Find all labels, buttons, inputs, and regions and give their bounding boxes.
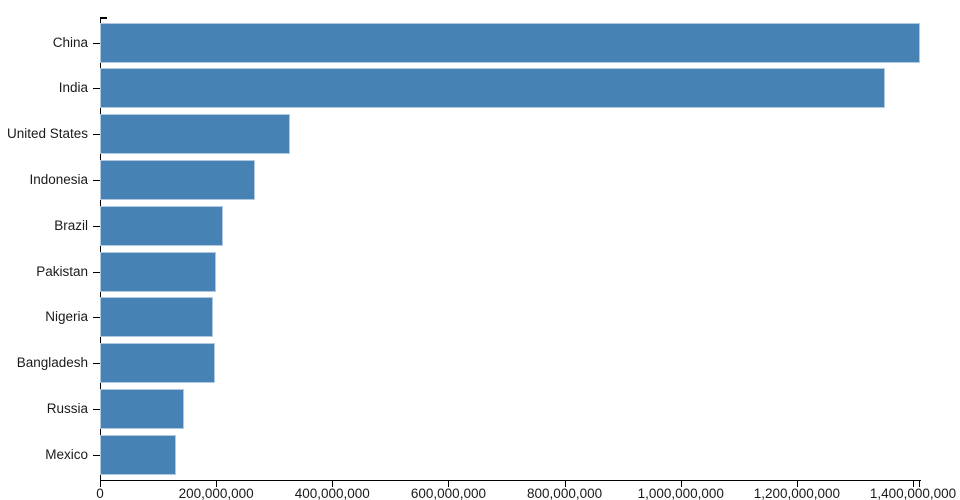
x-axis-tick bbox=[913, 481, 915, 487]
x-axis-tick-label: 0 bbox=[96, 486, 104, 500]
x-axis-tick bbox=[448, 481, 450, 487]
x-axis-tick bbox=[216, 481, 218, 487]
y-axis-label: China bbox=[52, 34, 88, 50]
y-axis-label: Mexico bbox=[45, 446, 88, 462]
y-axis-line bbox=[100, 17, 101, 480]
y-axis-label: United States bbox=[6, 126, 88, 142]
x-axis-tick-label: 1,000,000,000 bbox=[637, 486, 724, 500]
x-axis-tick bbox=[332, 481, 334, 487]
y-axis-label: Nigeria bbox=[45, 309, 88, 325]
y-axis-end-tick bbox=[100, 17, 107, 19]
bar bbox=[100, 434, 177, 475]
x-axis-tick bbox=[564, 481, 566, 487]
y-axis-label: Pakistan bbox=[36, 263, 88, 279]
y-axis-tick bbox=[93, 408, 100, 410]
x-axis-tick bbox=[680, 481, 682, 487]
bar bbox=[100, 343, 215, 384]
y-axis-label: India bbox=[58, 80, 88, 96]
y-axis-tick bbox=[93, 225, 100, 227]
y-axis-tick bbox=[93, 134, 100, 136]
bar bbox=[100, 114, 290, 155]
y-axis-tick bbox=[93, 88, 100, 90]
bar bbox=[100, 251, 217, 292]
x-axis-tick-label: 600,000,000 bbox=[410, 486, 486, 500]
y-axis-tick bbox=[93, 317, 100, 319]
x-axis-tick-label: 800,000,000 bbox=[527, 486, 603, 500]
x-axis-tick-label: 400,000,000 bbox=[294, 486, 370, 500]
bar bbox=[100, 22, 920, 63]
bar bbox=[100, 205, 223, 246]
y-axis-tick bbox=[93, 42, 100, 44]
y-axis-tick bbox=[93, 271, 100, 273]
x-axis-tick bbox=[100, 481, 101, 487]
bar bbox=[100, 388, 184, 429]
y-axis-label: Bangladesh bbox=[16, 355, 88, 371]
bar bbox=[100, 68, 885, 109]
y-axis-tick bbox=[93, 179, 100, 181]
x-axis-tick-label: 1,200,000,000 bbox=[753, 486, 841, 500]
y-axis-tick bbox=[93, 454, 100, 456]
x-axis-tick-label: 200,000,000 bbox=[178, 486, 254, 500]
y-axis-tick bbox=[93, 363, 100, 365]
y-axis-label: Russia bbox=[46, 400, 88, 416]
x-axis-line bbox=[100, 480, 921, 481]
y-axis-label: Indonesia bbox=[29, 171, 88, 187]
x-axis-tick-label: 1,400,000,000 bbox=[869, 486, 957, 500]
bar bbox=[100, 159, 256, 200]
x-axis-tick bbox=[796, 481, 798, 487]
bar bbox=[100, 297, 214, 338]
y-axis-label: Brazil bbox=[54, 217, 88, 233]
x-axis-end-tick bbox=[919, 481, 920, 487]
